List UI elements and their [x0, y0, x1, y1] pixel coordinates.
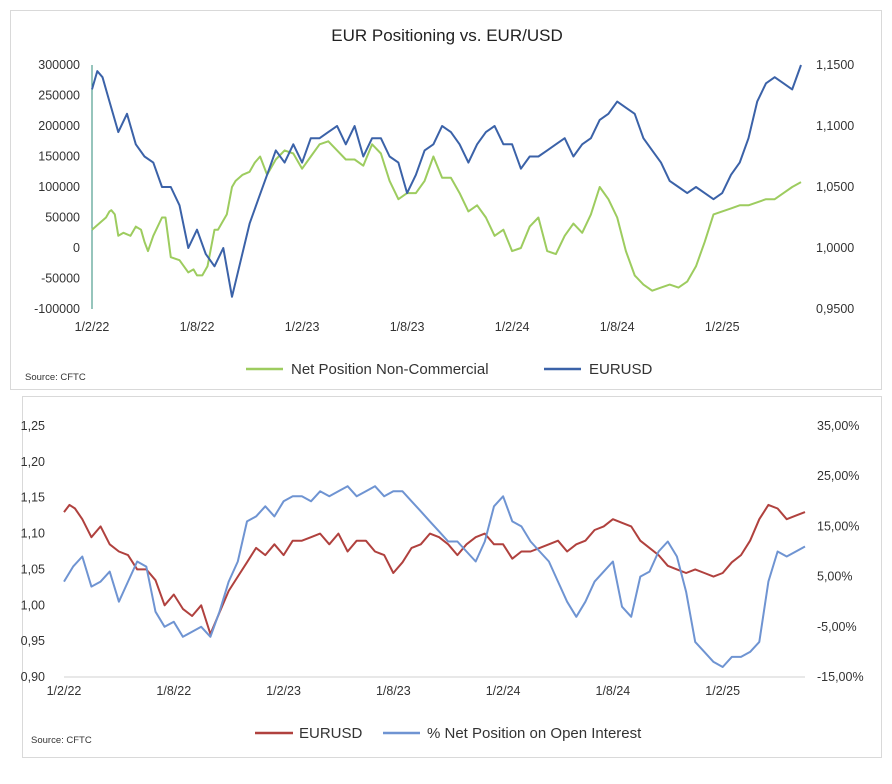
series-line-1 [63, 485, 806, 668]
left-tick-label: 100000 [38, 180, 80, 194]
x-tick-label: 1/2/23 [285, 320, 320, 334]
x-tick-label: 1/2/24 [495, 320, 530, 334]
chart-title: EUR Positioning vs. EUR/USD [331, 26, 562, 45]
left-tick-label: 50000 [45, 211, 80, 225]
right-axis-ticks: 35,00% 25,00% 15,00% 5,00% -5,00% -15,00% [817, 419, 864, 684]
legend: EURUSD % Net Position on Open Interest [255, 725, 642, 742]
x-tick-label: 1/8/24 [600, 320, 635, 334]
x-tick-label: 1/2/24 [486, 684, 521, 698]
top-chart-panel: EUR Positioning vs. EUR/USD 300000 250000… [10, 10, 882, 390]
top-chart-svg: EUR Positioning vs. EUR/USD 300000 250000… [25, 26, 854, 383]
x-tick-label: 1/8/22 [180, 320, 215, 334]
series-lines [63, 485, 806, 668]
right-tick-label: 1,1000 [816, 119, 854, 133]
source-note: Source: CFTC [25, 372, 86, 383]
left-tick-label: 0,90 [21, 670, 45, 684]
left-tick-label: -50000 [41, 272, 80, 286]
left-tick-label: 1,25 [21, 419, 45, 433]
x-axis-ticks: 1/2/22 1/8/22 1/2/23 1/8/23 1/2/24 1/8/24 1/2/… [75, 320, 740, 334]
bottom-chart-svg: 1,25 1,20 1,15 1,10 1,05 1,00 0,95 0,90 35,00% 2… [21, 419, 864, 746]
left-tick-label: -100000 [34, 302, 80, 316]
x-tick-label: 1/2/23 [266, 684, 301, 698]
bottom-chart-panel: 1,25 1,20 1,15 1,10 1,05 1,00 0,95 0,90 35,00% 2… [21, 396, 882, 758]
source-note: Source: CFTC [31, 735, 92, 746]
x-tick-label: 1/2/25 [705, 320, 740, 334]
x-tick-label: 1/2/22 [47, 684, 82, 698]
right-tick-label: -5,00% [817, 620, 857, 634]
legend-label-eurusd: EURUSD [299, 725, 363, 742]
left-tick-label: 1,15 [21, 491, 45, 505]
series-line-0 [63, 503, 806, 635]
left-tick-label: 1,20 [21, 455, 45, 469]
right-tick-label: 1,0000 [816, 241, 854, 255]
left-axis-ticks: 1,25 1,20 1,15 1,10 1,05 1,00 0,95 0,90 [21, 419, 45, 684]
x-tick-label: 1/8/24 [596, 684, 631, 698]
legend: Net Position Non-Commercial EURUSD [246, 361, 653, 378]
left-tick-label: 150000 [38, 150, 80, 164]
series-line-1 [91, 64, 802, 298]
right-tick-label: 1,1500 [816, 58, 854, 72]
right-tick-label: 0,9500 [816, 302, 854, 316]
x-tick-label: 1/2/25 [705, 684, 740, 698]
x-tick-label: 1/8/23 [376, 684, 411, 698]
left-tick-label: 300000 [38, 58, 80, 72]
right-axis-ticks: 1,1500 1,1000 1,0500 1,0000 0,9500 [816, 58, 854, 316]
right-tick-label: 5,00% [817, 570, 852, 584]
left-tick-label: 1,10 [21, 527, 45, 541]
legend-label-eurusd: EURUSD [589, 361, 653, 378]
x-tick-label: 1/8/22 [156, 684, 191, 698]
series-line-0 [91, 140, 802, 292]
series-lines [91, 64, 802, 298]
left-tick-label: 200000 [38, 119, 80, 133]
legend-label-net-position: Net Position Non-Commercial [291, 361, 489, 378]
right-tick-label: 35,00% [817, 419, 859, 433]
right-tick-label: 15,00% [817, 519, 859, 533]
left-axis-ticks: 300000 250000 200000 150000 100000 50000 0 -500… [34, 58, 93, 316]
left-tick-label: 1,00 [21, 598, 45, 612]
left-tick-label: 250000 [38, 89, 80, 103]
right-tick-label: -15,00% [817, 670, 864, 684]
right-tick-label: 25,00% [817, 469, 859, 483]
x-tick-label: 1/2/22 [75, 320, 110, 334]
left-tick-label: 0,95 [21, 634, 45, 648]
legend-label-pct-oi: % Net Position on Open Interest [427, 725, 642, 742]
right-tick-label: 1,0500 [816, 180, 854, 194]
x-tick-label: 1/8/23 [390, 320, 425, 334]
x-axis-ticks: 1/2/22 1/8/22 1/2/23 1/8/23 1/2/24 1/8/24 1/2/… [47, 676, 805, 698]
left-tick-label: 0 [73, 241, 80, 255]
left-tick-label: 1,05 [21, 562, 45, 576]
